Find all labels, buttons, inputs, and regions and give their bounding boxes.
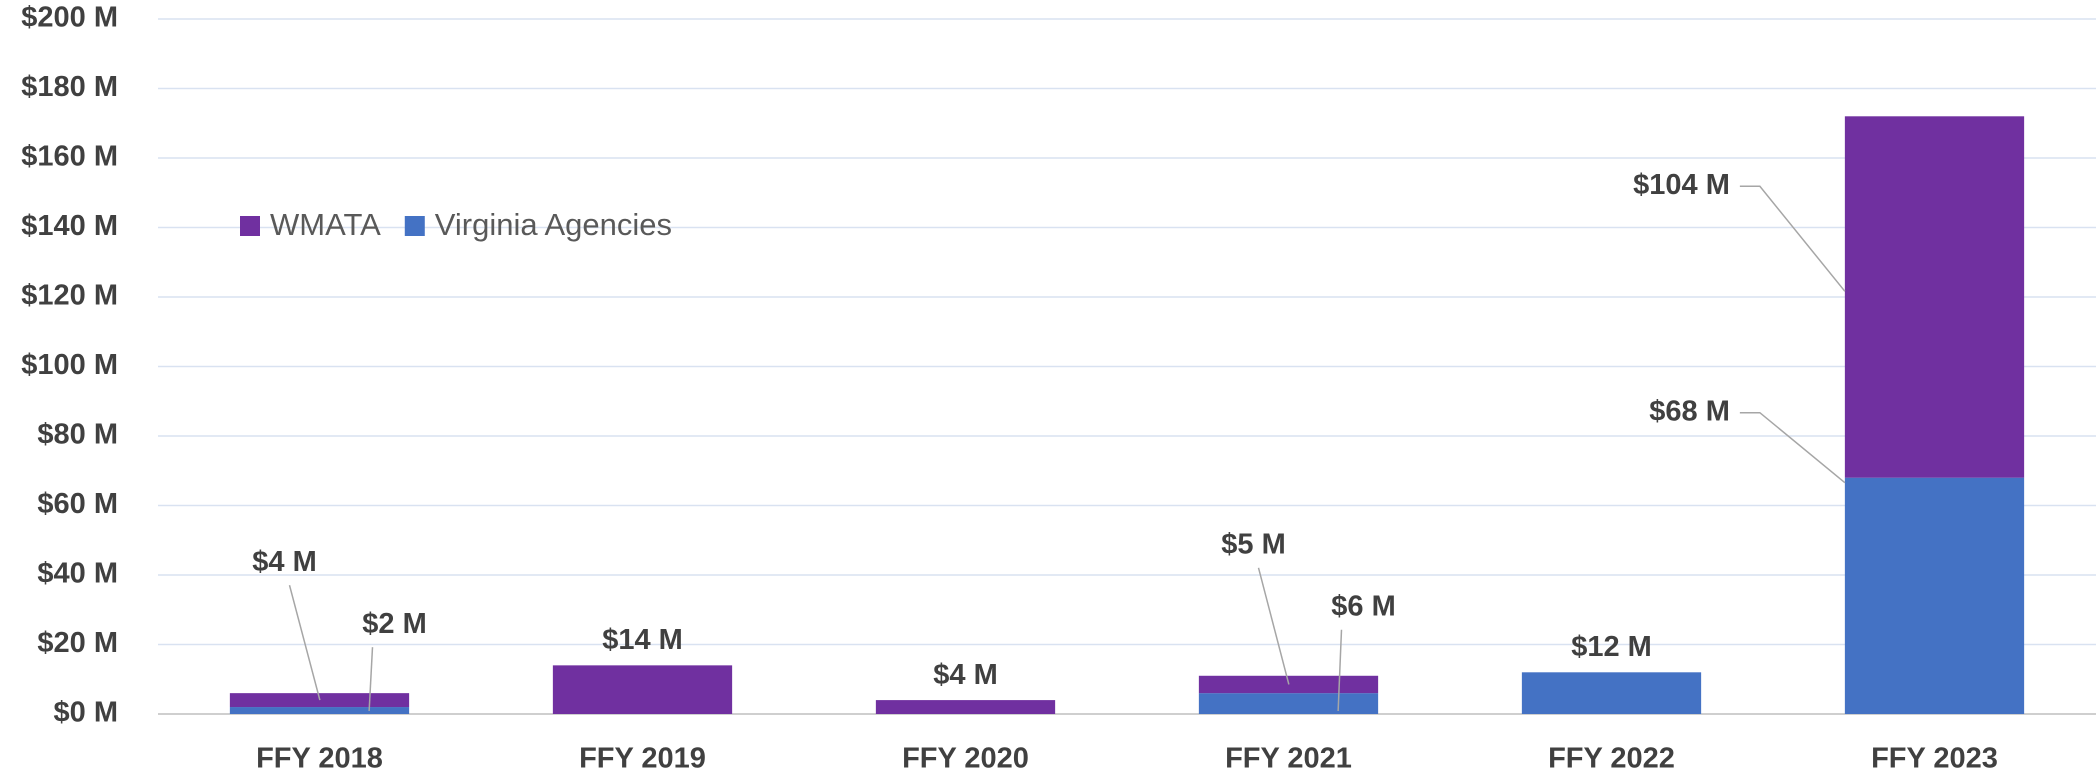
- bar-segment: [1198, 693, 1379, 714]
- data-label: $104 M: [1633, 169, 1730, 201]
- leader-line: [1257, 567, 1290, 685]
- data-label: $2 M: [362, 608, 426, 640]
- x-tick-label: FFY 2022: [1548, 743, 1675, 775]
- data-label: $5 M: [1221, 528, 1285, 560]
- y-tick-label: $180 M: [21, 71, 118, 103]
- y-tick-label: $80 M: [37, 419, 118, 451]
- y-tick-label: $40 M: [37, 558, 118, 590]
- data-label: $14 M: [602, 624, 683, 656]
- bar-segment: [1844, 116, 2025, 478]
- leader-line: [288, 584, 321, 701]
- leader-line: [368, 647, 374, 712]
- x-tick-label: FFY 2023: [1871, 743, 1998, 775]
- y-tick-label: $120 M: [21, 280, 118, 312]
- x-tick-label: FFY 2018: [256, 743, 383, 775]
- bar-segment: [552, 665, 733, 714]
- legend-label: Virginia Agencies: [435, 207, 672, 242]
- bar-segment: [1844, 477, 2025, 714]
- data-label: $68 M: [1649, 395, 1730, 427]
- x-tick-label: FFY 2020: [902, 743, 1029, 775]
- leader-line: [1739, 185, 1846, 292]
- legend-swatch: [404, 216, 425, 236]
- bar-segment: [875, 700, 1056, 714]
- data-label: $4 M: [252, 546, 316, 578]
- leader-line: [1739, 411, 1846, 484]
- y-tick-label: $200 M: [21, 2, 118, 34]
- x-tick-label: FFY 2019: [579, 743, 706, 775]
- y-tick-label: $20 M: [37, 627, 118, 659]
- data-label: $6 M: [1331, 590, 1395, 622]
- y-tick-label: $0 M: [54, 697, 118, 729]
- legend-swatch: [240, 216, 260, 236]
- legend-label: WMATA: [270, 207, 381, 242]
- bar-segment: [1521, 672, 1702, 714]
- data-label: $12 M: [1571, 631, 1652, 663]
- y-tick-label: $60 M: [37, 488, 118, 520]
- x-tick-label: FFY 2021: [1225, 743, 1352, 775]
- bar-segment: [229, 707, 410, 714]
- y-tick-label: $100 M: [21, 349, 118, 381]
- y-tick-label: $140 M: [21, 210, 118, 242]
- leader-line: [1337, 629, 1343, 712]
- data-label: $4 M: [933, 659, 997, 691]
- y-tick-label: $160 M: [21, 141, 118, 173]
